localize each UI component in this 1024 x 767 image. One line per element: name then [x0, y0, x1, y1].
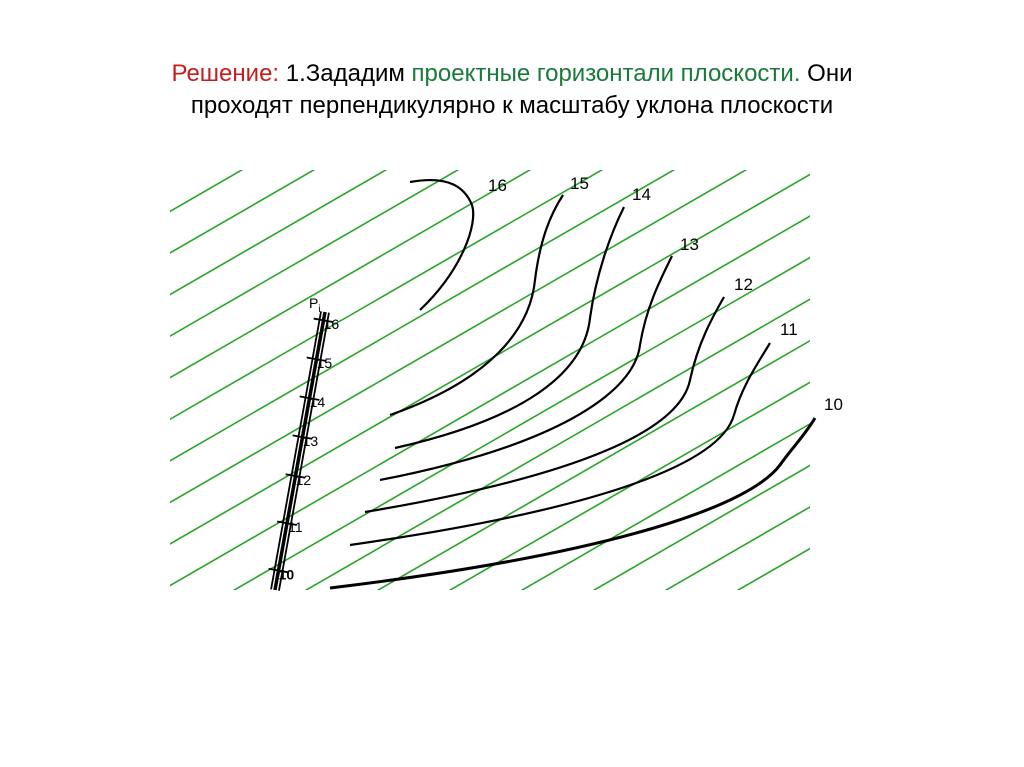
- diagram-svg: 16151413121110 Pi16151413121110: [120, 160, 900, 710]
- proj-horizontal: [120, 160, 900, 622]
- contour-label-12: 12: [734, 275, 753, 294]
- proj-horizontal: [120, 200, 900, 710]
- contour-label-14: 14: [632, 185, 651, 204]
- title-seg-reshenie: Решение:: [172, 60, 280, 87]
- title-seg-zadadim: 1.Зададим: [279, 60, 411, 87]
- contour-label-11: 11: [780, 320, 798, 339]
- gauge-tick-label-14: 14: [310, 394, 326, 410]
- gauge-tick-label-12: 12: [296, 472, 312, 488]
- title-seg-line2: проходят перпендикулярно к масштабу укло…: [191, 92, 833, 119]
- proj-horizontal: [120, 160, 900, 710]
- title-block: Решение: 1.Зададим проектные горизонтали…: [0, 58, 1024, 123]
- contour-label-13: 13: [680, 235, 699, 254]
- title-seg-oni: Они: [800, 60, 852, 87]
- contour-label-15: 15: [570, 174, 589, 193]
- proj-horizontal: [120, 160, 900, 529]
- proj-horizontal: [120, 160, 900, 591]
- gauge-tick-label-15: 15: [317, 355, 333, 371]
- proj-horizontal: [120, 160, 900, 685]
- gauge-tick-label-16: 16: [324, 316, 340, 332]
- gauge-tick-label-10: 10: [279, 566, 295, 582]
- contour-label-16: 16: [488, 176, 507, 195]
- proj-horizontal: [120, 160, 900, 710]
- title-seg-proektnye: проектные горизонтали плоскости.: [412, 60, 801, 87]
- proj-horizontal: [120, 160, 900, 710]
- contour-lines: 16 15 14 13 12 11 10: [330, 174, 843, 588]
- contour-15: [390, 195, 563, 415]
- proj-horizontal: [120, 160, 900, 654]
- title-line-1: Решение: 1.Зададим проектные горизонтали…: [0, 58, 1024, 90]
- proj-horizontal: [120, 160, 900, 710]
- proj-horizontal: [120, 160, 900, 710]
- proj-horizontal: [120, 160, 900, 710]
- contour-label-10: 10: [824, 395, 843, 414]
- gauge-tick-label-13: 13: [303, 433, 319, 449]
- contour-14: [395, 207, 624, 448]
- title-line-2: проходят перпендикулярно к масштабу укло…: [0, 90, 1024, 122]
- proj-horizontal: [120, 169, 900, 710]
- proj-horizontal: [120, 160, 900, 560]
- page: Решение: 1.Зададим проектные горизонтали…: [0, 0, 1024, 767]
- gauge-label: Pi: [309, 295, 321, 315]
- proj-horizontal: [120, 160, 900, 710]
- proj-horizontal: [120, 231, 900, 710]
- gauge-rail: [271, 311, 321, 589]
- gauge-tick-label-11: 11: [288, 519, 303, 535]
- projected-horizontals: [120, 160, 900, 710]
- slope-gauge: Pi16 15 14 13 12 11 10: [269, 295, 340, 591]
